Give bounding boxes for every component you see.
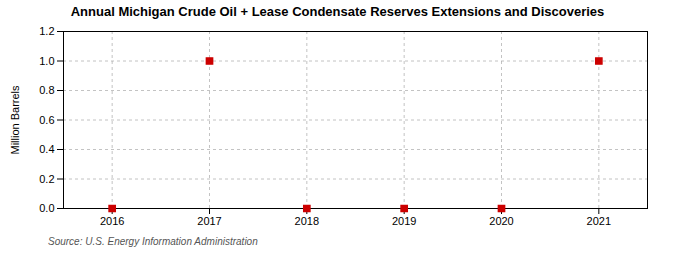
svg-text:2019: 2019 xyxy=(392,215,416,227)
svg-text:0.4: 0.4 xyxy=(39,143,54,155)
html-text:Annual Michigan Crude Oil + Le: Annual Michigan Crude Oil + Lease Conden… xyxy=(70,4,605,19)
svg-text:2017: 2017 xyxy=(197,215,221,227)
svg-text:0.0: 0.0 xyxy=(39,202,54,214)
svg-text:1.2: 1.2 xyxy=(39,25,54,37)
svg-text:0.8: 0.8 xyxy=(39,84,54,96)
svg-text:0.6: 0.6 xyxy=(39,114,54,126)
svg-text:0.2: 0.2 xyxy=(39,173,54,185)
svg-text:2020: 2020 xyxy=(489,215,513,227)
svg-text:2016: 2016 xyxy=(100,215,124,227)
html-text:Source: U.S. Energy Informatio: Source: U.S. Energy Information Administ… xyxy=(48,236,258,247)
svg-text:1.0: 1.0 xyxy=(39,55,54,67)
svg-text:2018: 2018 xyxy=(295,215,319,227)
svg-text:Million Barrels: Million Barrels xyxy=(9,85,21,155)
svg-text:2021: 2021 xyxy=(587,215,611,227)
